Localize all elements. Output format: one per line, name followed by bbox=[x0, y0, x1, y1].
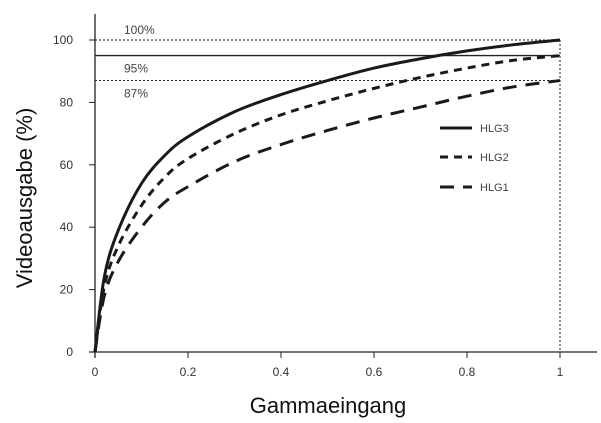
series-lines bbox=[93, 38, 561, 353]
x-tick-label: 0 bbox=[92, 365, 99, 379]
x-tick-label: 0.4 bbox=[273, 365, 290, 379]
series-line-hlg2 bbox=[93, 54, 561, 353]
legend-label-hlg2: HLG2 bbox=[480, 152, 509, 164]
y-tick-label: 60 bbox=[60, 158, 74, 172]
y-tick-label: 80 bbox=[60, 95, 74, 109]
x-tick-label: 0.8 bbox=[459, 365, 476, 379]
series-line-hlg1 bbox=[93, 79, 561, 353]
reference-label-87: 87% bbox=[124, 87, 148, 101]
reference-label-95: 95% bbox=[124, 62, 148, 76]
x-tick-label: 1 bbox=[557, 365, 564, 379]
y-tick-label: 20 bbox=[60, 283, 74, 297]
y-tick-label: 100 bbox=[53, 33, 73, 47]
y-axis-title: Videoausgabe (%) bbox=[12, 108, 37, 289]
legend-label-hlg3: HLG3 bbox=[480, 123, 509, 135]
series-line-hlg3 bbox=[93, 38, 561, 353]
legend: HLG3 HLG2 HLG1 bbox=[440, 123, 509, 194]
x-tick-label: 0.2 bbox=[180, 365, 197, 379]
x-axis-title: Gammaeingang bbox=[250, 393, 407, 418]
axes: 0 0.2 0.4 0.6 0.8 1 0 20 40 60 80 100 bbox=[53, 14, 597, 379]
legend-label-hlg1: HLG1 bbox=[480, 182, 509, 194]
y-tick-label: 0 bbox=[66, 345, 73, 359]
y-tick-label: 40 bbox=[60, 220, 74, 234]
x-tick-label: 0.6 bbox=[366, 365, 383, 379]
reference-label-100: 100% bbox=[124, 23, 155, 37]
